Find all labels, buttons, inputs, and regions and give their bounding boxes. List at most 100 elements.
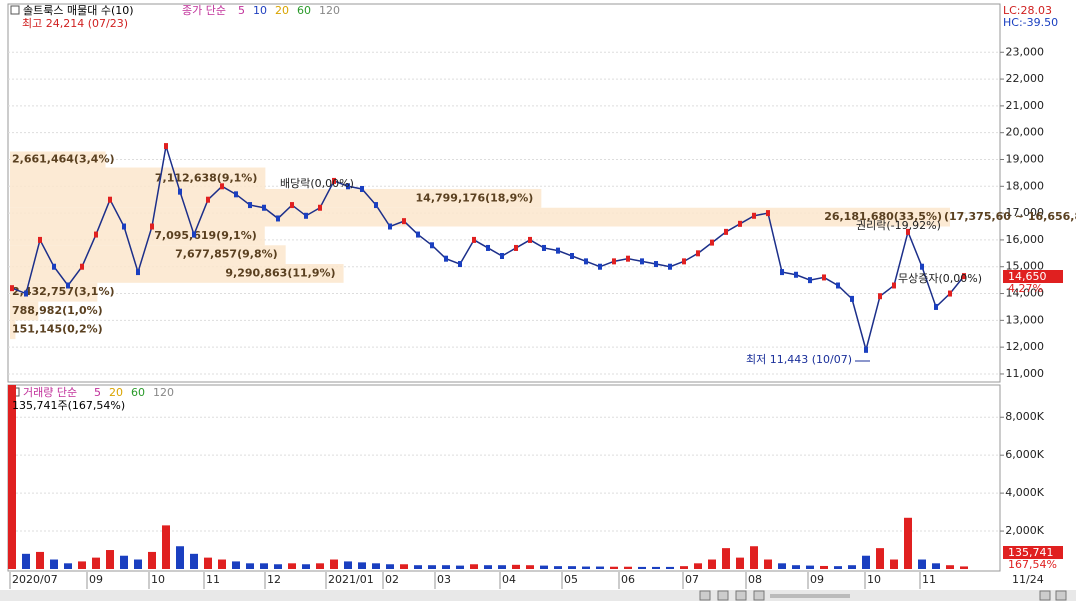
price-bar bbox=[290, 202, 294, 209]
volume-bar bbox=[512, 564, 520, 569]
volume-bar bbox=[8, 385, 16, 569]
profile-band bbox=[10, 301, 39, 321]
button[interactable] bbox=[1055, 590, 1067, 601]
last-volume-box bbox=[1003, 546, 1063, 559]
button[interactable] bbox=[699, 590, 711, 601]
last-price: 14,650 bbox=[1008, 270, 1047, 283]
volume-bar bbox=[862, 555, 870, 569]
volume-bar bbox=[624, 566, 632, 569]
y-tick-label: 13,000 bbox=[1006, 313, 1045, 326]
price-bar bbox=[752, 212, 756, 219]
volume-bar bbox=[246, 563, 254, 569]
volume-bar bbox=[540, 565, 548, 569]
x-tick-label: 03 bbox=[437, 573, 451, 586]
price-bar bbox=[892, 282, 896, 289]
profile-label: 2,661,464(3,4%) bbox=[12, 152, 115, 165]
price-bar bbox=[444, 255, 448, 262]
volume-bar bbox=[358, 562, 366, 569]
volume-bar bbox=[736, 557, 744, 569]
price-bar bbox=[276, 215, 280, 222]
button[interactable] bbox=[735, 590, 747, 601]
x-tick-label: 11 bbox=[206, 573, 220, 586]
price-bar bbox=[836, 282, 840, 289]
y-tick-label: 15,000 bbox=[1006, 260, 1045, 273]
volume-bar bbox=[274, 564, 282, 569]
x-tick-label: 10 bbox=[151, 573, 165, 586]
price-bar bbox=[38, 236, 42, 243]
price-bar bbox=[598, 263, 602, 270]
volume-bar bbox=[680, 566, 688, 569]
price-bar bbox=[332, 177, 336, 184]
toolbar-buttons[interactable] bbox=[699, 590, 1067, 601]
volume-bar bbox=[708, 559, 716, 569]
volume-bar bbox=[848, 565, 856, 569]
profile-band bbox=[10, 264, 344, 283]
x-tick-label: 06 bbox=[621, 573, 635, 586]
chart-title: 솔트룩스 매물대 수(10) bbox=[23, 4, 134, 17]
volume-bar bbox=[890, 559, 898, 569]
button[interactable] bbox=[1039, 590, 1051, 601]
volume-bar bbox=[904, 517, 912, 569]
volume-bar bbox=[442, 565, 450, 569]
event-label: 배당락(0,00%) bbox=[280, 177, 354, 190]
price-bar bbox=[318, 204, 322, 211]
volume-bar bbox=[764, 559, 772, 569]
ma-period: 20 bbox=[275, 4, 289, 17]
event-label: 무상증자(0,00%) bbox=[898, 272, 982, 285]
price-bar bbox=[948, 290, 952, 297]
volume-bar bbox=[554, 566, 562, 569]
price-bar bbox=[878, 293, 882, 300]
y-tick-label: 20,000 bbox=[1006, 126, 1045, 139]
volume-bar bbox=[92, 557, 100, 569]
button[interactable] bbox=[717, 590, 729, 601]
x-tick-label: 09 bbox=[89, 573, 103, 586]
price-bar bbox=[24, 290, 28, 297]
volume-bar bbox=[330, 559, 338, 569]
price-bar bbox=[192, 231, 196, 238]
volume-bar bbox=[876, 548, 884, 569]
volume-bar bbox=[792, 565, 800, 569]
volume-bar bbox=[498, 565, 506, 569]
hc-label: HC:-39.50 bbox=[1003, 16, 1058, 29]
profile-range: (17,375,60 ~ 16,656,80) bbox=[944, 210, 1076, 223]
volume-bar bbox=[50, 559, 58, 569]
y-tick-label: 8,000K bbox=[1005, 410, 1044, 423]
price-bar bbox=[178, 188, 182, 195]
price-bar bbox=[374, 202, 378, 209]
volume-bar bbox=[456, 565, 464, 569]
price-bar bbox=[528, 236, 532, 243]
x-tick-label: 02 bbox=[385, 573, 399, 586]
profile-band bbox=[10, 167, 266, 189]
price-bar bbox=[780, 269, 784, 276]
volume-bar bbox=[694, 563, 702, 569]
price-bar bbox=[850, 295, 854, 302]
volume-bar bbox=[610, 566, 618, 569]
volume-bar bbox=[778, 563, 786, 569]
scrollbar[interactable] bbox=[770, 594, 850, 598]
profile-band bbox=[10, 226, 265, 246]
y-tick-label: 21,000 bbox=[1006, 99, 1045, 112]
button[interactable] bbox=[753, 590, 765, 601]
profile-label: 7,112,638(9,1%) bbox=[155, 171, 258, 184]
price-bar bbox=[626, 255, 630, 262]
volume-bar bbox=[834, 566, 842, 569]
ma-period: 5 bbox=[238, 4, 245, 17]
y-tick-label: 6,000K bbox=[1005, 448, 1044, 461]
price-bar bbox=[962, 273, 966, 280]
volume-bar bbox=[162, 525, 170, 569]
x-tick-label: 12 bbox=[267, 573, 281, 586]
checkbox[interactable] bbox=[10, 5, 20, 15]
y-tick-label: 23,000 bbox=[1006, 45, 1045, 58]
volume-bar bbox=[316, 563, 324, 569]
volume-bar bbox=[288, 563, 296, 569]
volume-bar bbox=[596, 566, 604, 569]
high-note: 최고 24,214 (07/23) bbox=[22, 17, 128, 30]
profile-label: 26,181,680(33,5%) bbox=[824, 210, 942, 223]
volume-bar bbox=[960, 566, 968, 569]
volume-bar bbox=[638, 566, 646, 569]
price-bar bbox=[94, 231, 98, 238]
volume-bar bbox=[722, 548, 730, 569]
price-bar bbox=[360, 185, 364, 192]
volume-period: 5 bbox=[94, 386, 101, 399]
